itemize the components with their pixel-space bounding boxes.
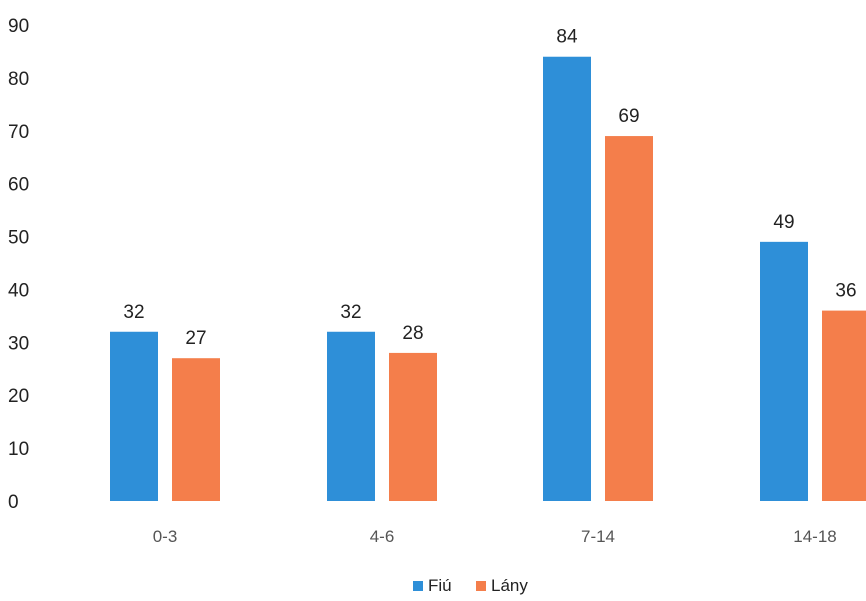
bar-lany-0-3 bbox=[172, 358, 220, 501]
bars: 32 27 32 28 84 69 49 36 bbox=[110, 27, 866, 502]
bar-lany-7-14 bbox=[605, 136, 653, 502]
y-tick-label: 10 bbox=[8, 439, 29, 460]
y-tick-label: 60 bbox=[8, 175, 29, 196]
legend-swatch bbox=[413, 581, 423, 591]
y-tick-label: 90 bbox=[8, 16, 29, 37]
bar-fiu-7-14 bbox=[543, 56, 591, 501]
data-label: 36 bbox=[835, 281, 856, 302]
bar-fiu-4-6 bbox=[327, 331, 375, 501]
legend-label: Fiú bbox=[428, 576, 452, 595]
x-tick-label: 4-6 bbox=[370, 527, 395, 546]
y-tick-label: 70 bbox=[8, 122, 29, 143]
y-tick-label: 20 bbox=[8, 386, 29, 407]
y-tick-label: 0 bbox=[8, 492, 19, 513]
y-axis: 0 10 20 30 40 50 60 70 80 90 bbox=[8, 16, 29, 513]
data-label: 84 bbox=[556, 27, 578, 48]
x-tick-label: 0-3 bbox=[153, 527, 178, 546]
bar-lany-14-18 bbox=[822, 310, 866, 501]
data-label: 69 bbox=[618, 106, 639, 127]
data-label: 32 bbox=[123, 302, 144, 323]
x-tick-label: 14-18 bbox=[793, 527, 836, 546]
bar-lany-4-6 bbox=[389, 352, 437, 501]
y-tick-label: 40 bbox=[8, 280, 29, 301]
data-label: 27 bbox=[185, 328, 206, 349]
y-tick-label: 80 bbox=[8, 69, 29, 90]
bar-fiu-0-3 bbox=[110, 331, 158, 501]
data-label: 49 bbox=[773, 212, 794, 233]
data-label: 32 bbox=[340, 302, 361, 323]
bar-fiu-14-18 bbox=[760, 241, 808, 501]
x-tick-label: 7-14 bbox=[581, 527, 615, 546]
y-tick-label: 50 bbox=[8, 228, 29, 249]
y-tick-label: 30 bbox=[8, 333, 29, 354]
legend-label: Lány bbox=[491, 576, 528, 595]
data-label: 28 bbox=[402, 323, 423, 344]
legend-swatch bbox=[476, 581, 486, 591]
legend: Fiú Lány bbox=[413, 576, 528, 595]
x-axis: 0-3 4-6 7-14 14-18 bbox=[153, 527, 837, 546]
